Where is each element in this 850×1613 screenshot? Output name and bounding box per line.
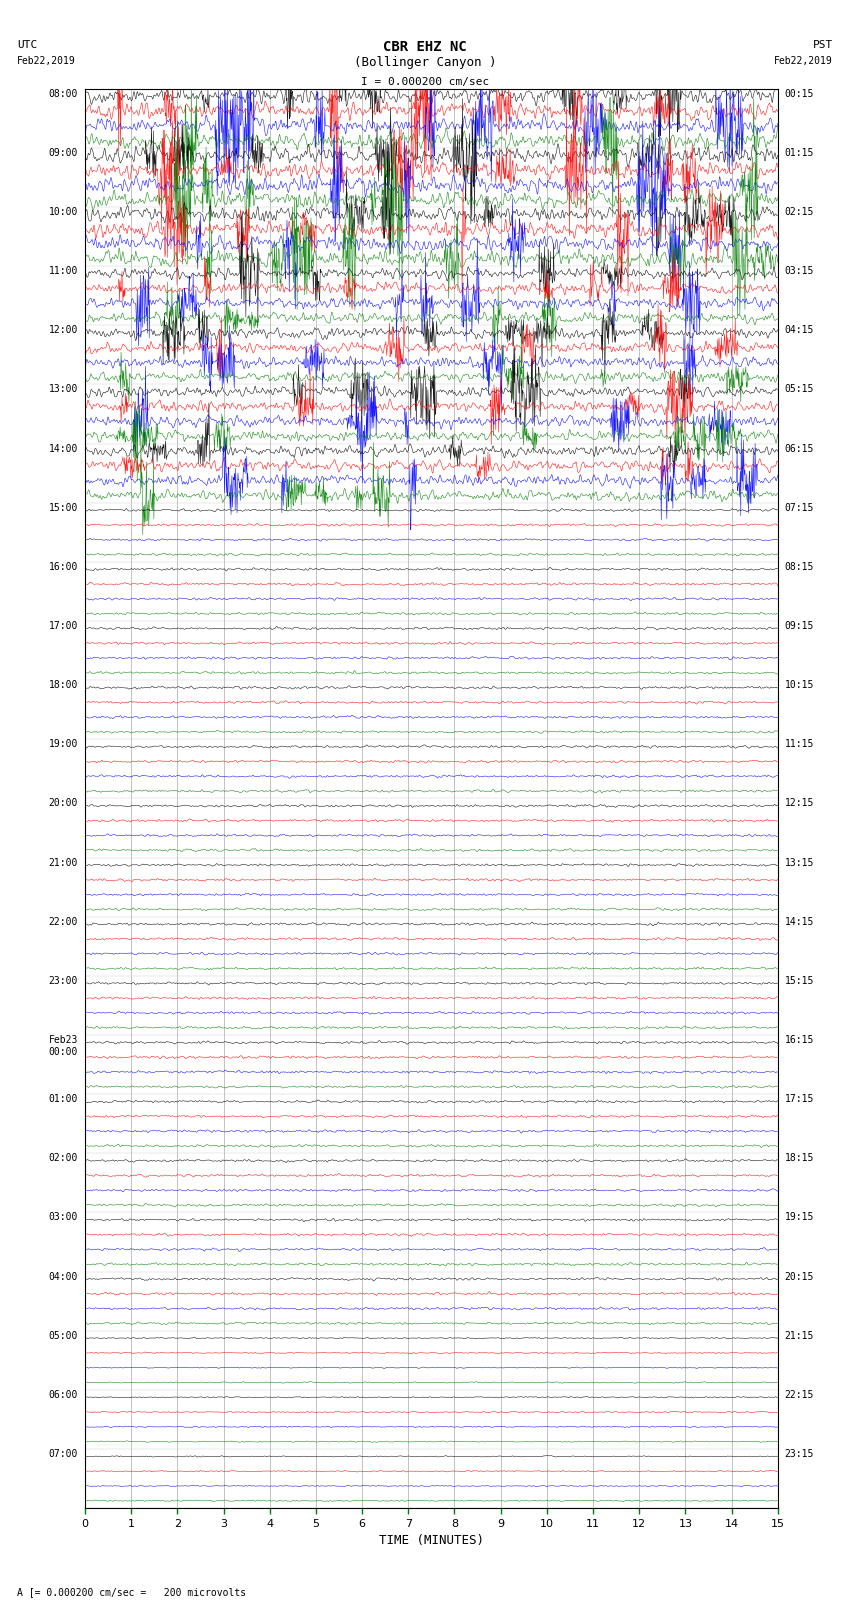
Text: 19:00: 19:00 xyxy=(48,739,78,750)
Text: 18:15: 18:15 xyxy=(785,1153,814,1163)
Text: 13:15: 13:15 xyxy=(785,858,814,868)
Text: 13:00: 13:00 xyxy=(48,384,78,395)
Text: 04:15: 04:15 xyxy=(785,326,814,336)
Text: 23:15: 23:15 xyxy=(785,1448,814,1460)
Text: 15:15: 15:15 xyxy=(785,976,814,986)
Text: 10:00: 10:00 xyxy=(48,206,78,218)
Text: 09:15: 09:15 xyxy=(785,621,814,631)
Text: 22:00: 22:00 xyxy=(48,916,78,927)
Text: 14:00: 14:00 xyxy=(48,444,78,453)
Text: 14:15: 14:15 xyxy=(785,916,814,927)
Text: 01:15: 01:15 xyxy=(785,148,814,158)
Text: 00:15: 00:15 xyxy=(785,89,814,98)
Text: UTC: UTC xyxy=(17,40,37,50)
Text: 12:15: 12:15 xyxy=(785,798,814,808)
Text: 07:15: 07:15 xyxy=(785,503,814,513)
Text: 04:00: 04:00 xyxy=(48,1271,78,1282)
Text: 11:00: 11:00 xyxy=(48,266,78,276)
Text: CBR EHZ NC: CBR EHZ NC xyxy=(383,40,467,55)
Text: I = 0.000200 cm/sec: I = 0.000200 cm/sec xyxy=(361,77,489,87)
Text: 01:00: 01:00 xyxy=(48,1094,78,1105)
Text: 12:00: 12:00 xyxy=(48,326,78,336)
Text: 06:15: 06:15 xyxy=(785,444,814,453)
Text: 20:00: 20:00 xyxy=(48,798,78,808)
Text: 03:15: 03:15 xyxy=(785,266,814,276)
Text: 16:00: 16:00 xyxy=(48,561,78,573)
Text: 18:00: 18:00 xyxy=(48,681,78,690)
Text: Feb22,2019: Feb22,2019 xyxy=(774,56,833,66)
Text: 03:00: 03:00 xyxy=(48,1213,78,1223)
Text: 17:15: 17:15 xyxy=(785,1094,814,1105)
Text: 10:15: 10:15 xyxy=(785,681,814,690)
Text: 22:15: 22:15 xyxy=(785,1390,814,1400)
Text: (Bollinger Canyon ): (Bollinger Canyon ) xyxy=(354,56,496,69)
Text: 08:15: 08:15 xyxy=(785,561,814,573)
Text: 23:00: 23:00 xyxy=(48,976,78,986)
Text: 15:00: 15:00 xyxy=(48,503,78,513)
Text: Feb22,2019: Feb22,2019 xyxy=(17,56,76,66)
Text: 19:15: 19:15 xyxy=(785,1213,814,1223)
Text: 02:15: 02:15 xyxy=(785,206,814,218)
Text: 20:15: 20:15 xyxy=(785,1271,814,1282)
Text: 21:15: 21:15 xyxy=(785,1331,814,1340)
Text: 06:00: 06:00 xyxy=(48,1390,78,1400)
Text: 09:00: 09:00 xyxy=(48,148,78,158)
Text: 17:00: 17:00 xyxy=(48,621,78,631)
Text: PST: PST xyxy=(813,40,833,50)
Text: 07:00: 07:00 xyxy=(48,1448,78,1460)
Text: 11:15: 11:15 xyxy=(785,739,814,750)
Text: A [= 0.000200 cm/sec =   200 microvolts: A [= 0.000200 cm/sec = 200 microvolts xyxy=(17,1587,246,1597)
Text: Feb23
00:00: Feb23 00:00 xyxy=(48,1036,78,1057)
X-axis label: TIME (MINUTES): TIME (MINUTES) xyxy=(379,1534,484,1547)
Text: 05:00: 05:00 xyxy=(48,1331,78,1340)
Text: 21:00: 21:00 xyxy=(48,858,78,868)
Text: 02:00: 02:00 xyxy=(48,1153,78,1163)
Text: 16:15: 16:15 xyxy=(785,1036,814,1045)
Text: 05:15: 05:15 xyxy=(785,384,814,395)
Text: 08:00: 08:00 xyxy=(48,89,78,98)
